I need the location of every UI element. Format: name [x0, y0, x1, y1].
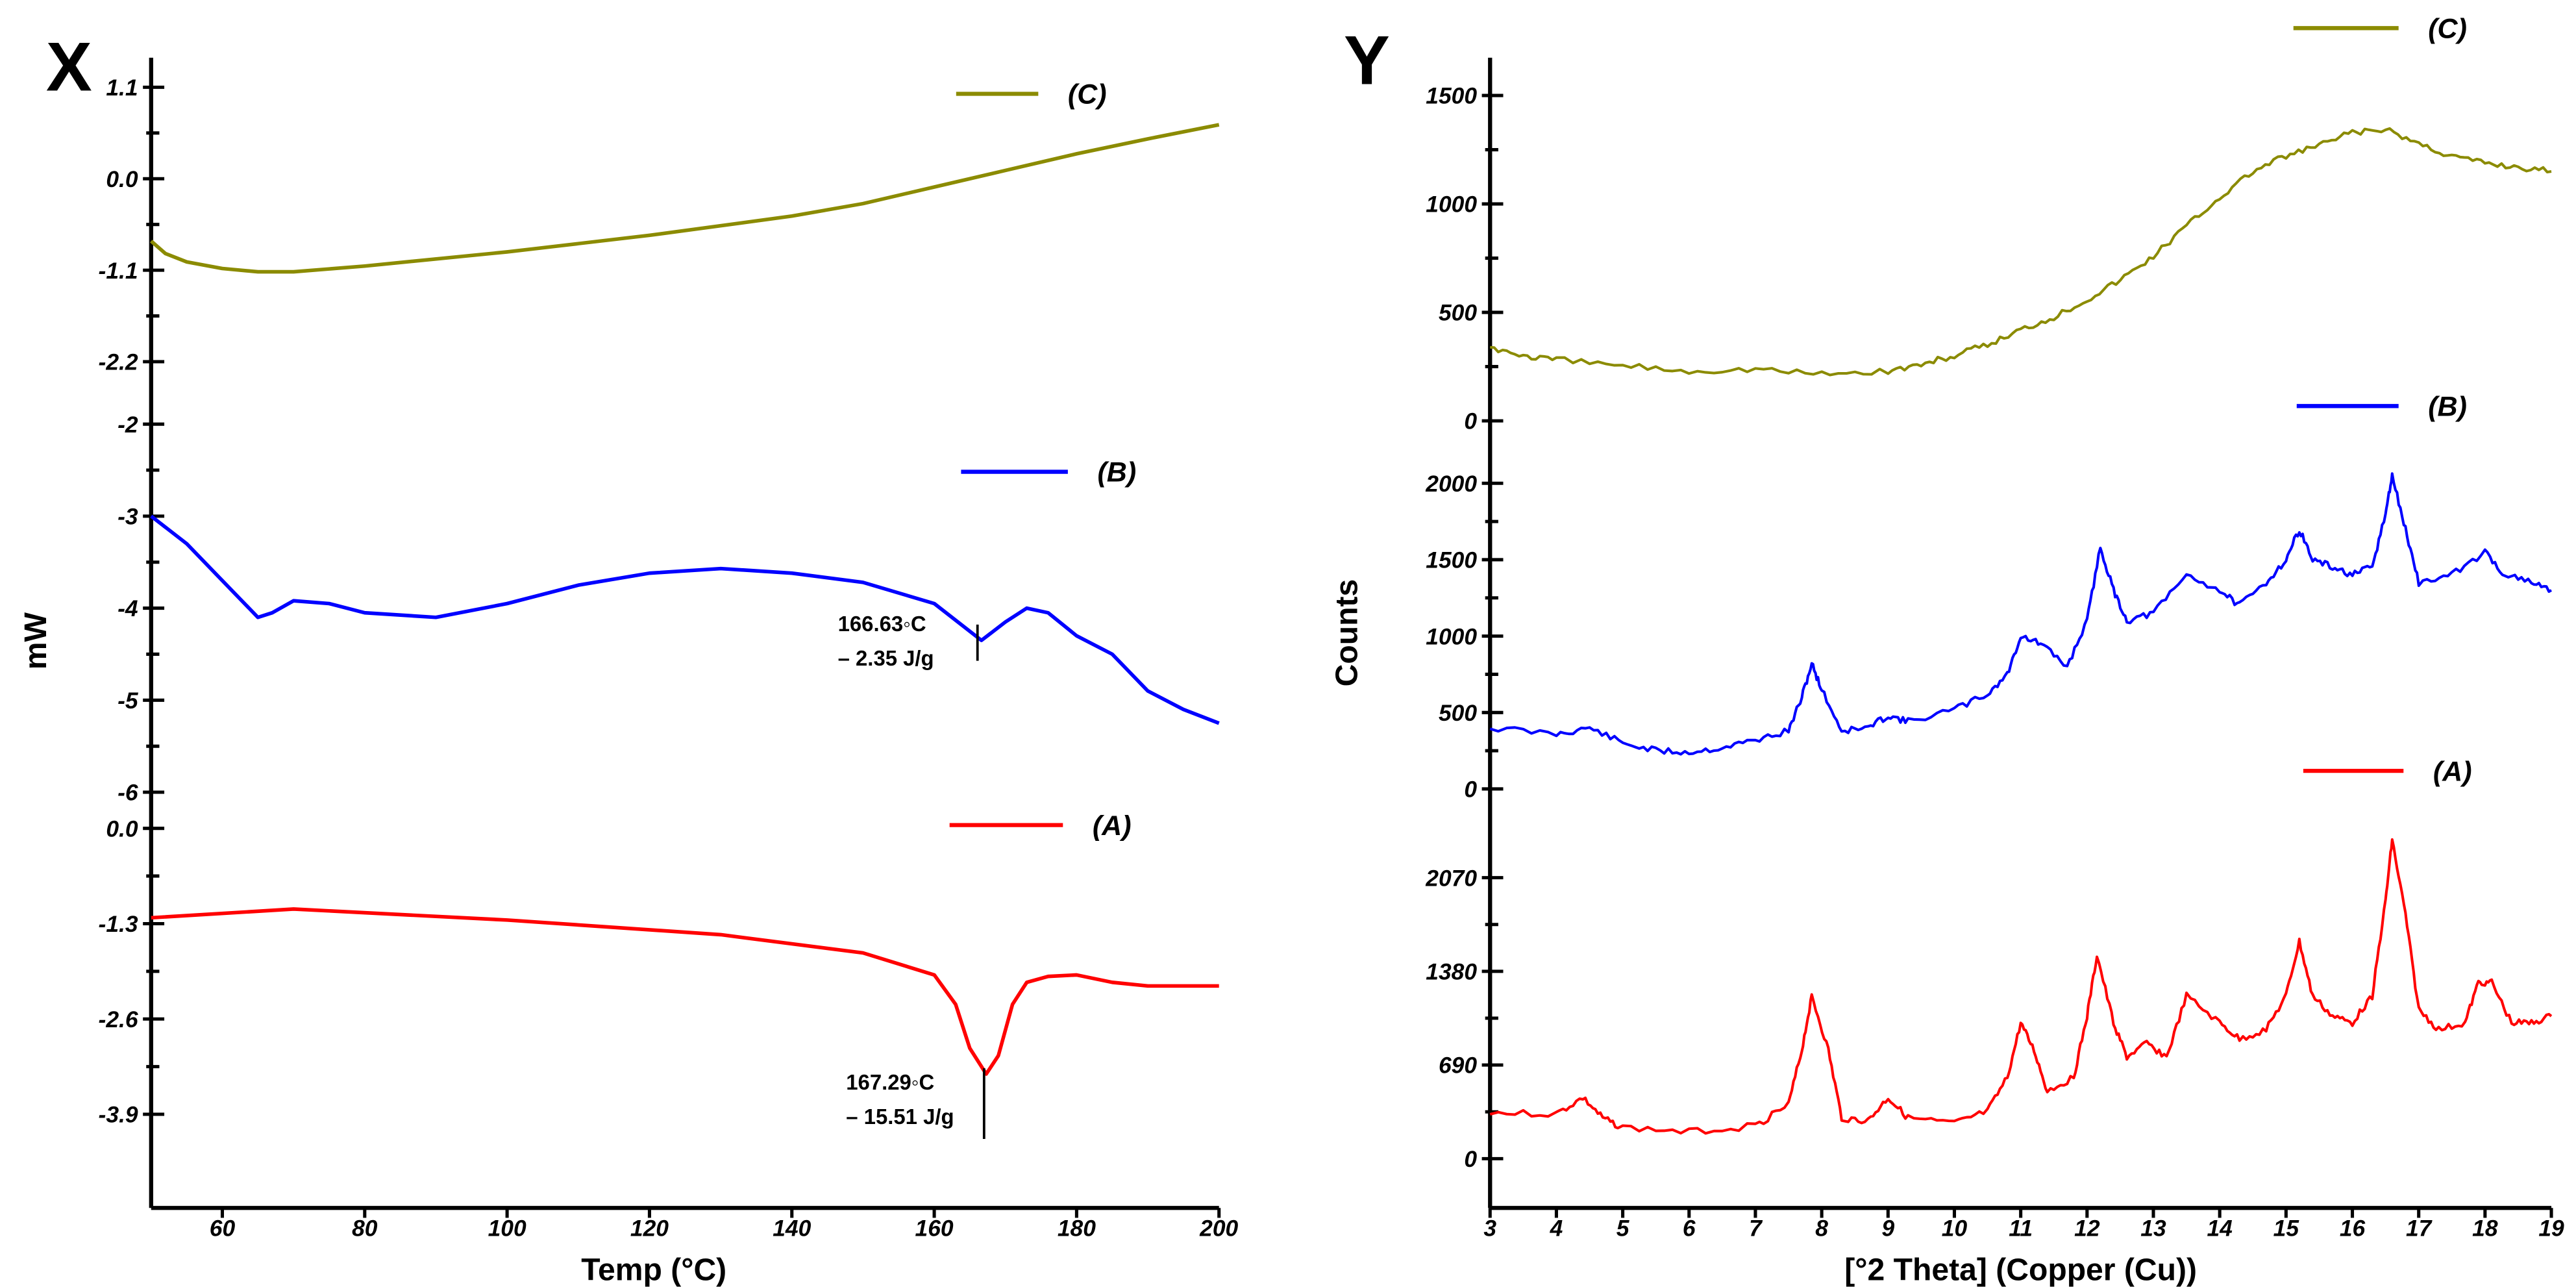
x-tick-label: 200	[1199, 1215, 1238, 1241]
series-line-c	[1490, 127, 2552, 377]
y-tick-label: -3.9	[99, 1102, 138, 1128]
x-tick-label: 13	[2140, 1215, 2166, 1241]
x-tick-label: 19	[2538, 1215, 2564, 1241]
y-tick-label: 0	[1464, 408, 1477, 434]
panel-label: X	[46, 28, 92, 105]
y-tick-label: 1500	[1426, 83, 1477, 109]
y-tick-label: -4	[118, 595, 138, 621]
y-tick-label: -1.3	[99, 911, 138, 937]
legend-label: (A)	[1093, 810, 1132, 842]
x-tick-label: 12	[2074, 1215, 2100, 1241]
x-tick-label: 180	[1058, 1215, 1096, 1241]
y-tick-label: 1380	[1426, 959, 1477, 985]
series-line-a	[1489, 838, 2553, 1135]
y-tick-label: -2.6	[99, 1006, 138, 1032]
y-tick-label: 500	[1439, 700, 1477, 726]
x-tick-label: 10	[1942, 1215, 1968, 1241]
panel-label: Y	[1344, 21, 1390, 99]
x-tick-label: 160	[915, 1215, 954, 1241]
series-line-c	[149, 123, 1220, 274]
y-tick-label: 2070	[1425, 865, 1477, 891]
y-tick-label: 0.0	[106, 816, 138, 842]
x-tick-label: 4	[1550, 1215, 1563, 1241]
y-tick-label: 690	[1439, 1053, 1477, 1079]
legend-label: (B)	[1097, 457, 1136, 488]
y-tick-label: 1000	[1426, 192, 1477, 218]
legend-label: (C)	[1068, 79, 1107, 110]
y-tick-label: -2.2	[99, 349, 138, 375]
peak-annotation: – 2.35 J/g	[838, 646, 934, 670]
y-tick-label: 1500	[1426, 547, 1477, 573]
legend-label: (C)	[2428, 13, 2467, 44]
peak-annotation: 167.29◦C	[846, 1070, 934, 1094]
y-axis-label: Counts	[1329, 579, 1364, 687]
legend-label: (A)	[2433, 756, 2472, 787]
legend-label: (B)	[2428, 392, 2467, 423]
x-tick-label: 16	[2340, 1215, 2366, 1241]
x-tick-label: 8	[1815, 1215, 1828, 1241]
x-tick-label: 60	[210, 1215, 236, 1241]
x-tick-label: 14	[2207, 1215, 2233, 1241]
y-tick-label: 0	[1464, 777, 1477, 803]
y-tick-label: -5	[118, 688, 139, 714]
peak-annotation: 166.63◦C	[838, 612, 926, 636]
y-tick-label: 1.1	[106, 75, 138, 101]
x-tick-label: 11	[2009, 1215, 2033, 1241]
y-tick-label: -3	[118, 504, 138, 530]
x-tick-label: 7	[1749, 1215, 1763, 1241]
y-tick-label: 2000	[1425, 471, 1477, 497]
y-tick-label: 1000	[1426, 623, 1477, 649]
x-tick-label: 140	[773, 1215, 811, 1241]
y-tick-label: 500	[1439, 300, 1477, 326]
x-tick-label: 120	[630, 1215, 669, 1241]
y-tick-label: -1.1	[99, 258, 138, 284]
series-line-b	[150, 514, 1220, 725]
x-tick-label: 3	[1483, 1215, 1496, 1241]
x-axis-label: Temp (°C)	[581, 1253, 726, 1287]
x-tick-label: 17	[2406, 1215, 2433, 1241]
y-tick-label: 0.0	[106, 166, 138, 192]
series-line-a	[151, 907, 1219, 1076]
x-tick-label: 6	[1683, 1215, 1696, 1241]
y-axis-label: mW	[18, 612, 53, 670]
x-tick-label: 15	[2273, 1215, 2300, 1241]
x-tick-label: 9	[1881, 1215, 1894, 1241]
y-tick-label: 0	[1464, 1146, 1477, 1172]
x-axis-label: [°2 Theta] (Copper (Cu))	[1844, 1253, 2197, 1287]
x-tick-label: 5	[1616, 1215, 1630, 1241]
y-tick-label: -6	[118, 780, 138, 806]
peak-annotation: – 15.51 J/g	[846, 1105, 954, 1129]
x-tick-label: 18	[2472, 1215, 2498, 1241]
series-line-b	[1489, 472, 2552, 756]
y-tick-label: -2	[118, 412, 138, 438]
x-tick-label: 80	[352, 1215, 378, 1241]
x-tick-label: 100	[488, 1215, 526, 1241]
